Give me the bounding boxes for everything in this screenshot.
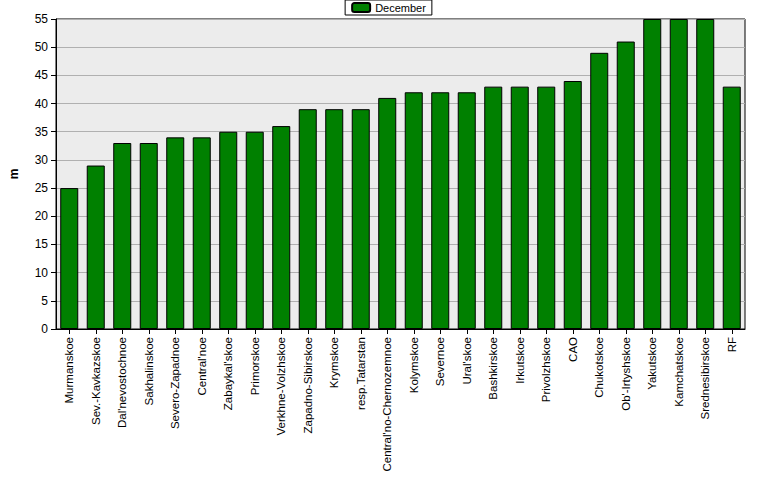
svg-text:Sev.-Kavkazskoe: Sev.-Kavkazskoe — [90, 337, 102, 425]
svg-text:m: m — [7, 169, 21, 180]
svg-text:Central'no-Chernozemnoe: Central'no-Chernozemnoe — [381, 337, 393, 472]
svg-text:Ural'skoe: Ural'skoe — [461, 337, 473, 385]
svg-text:50: 50 — [35, 40, 49, 54]
svg-text:RF: RF — [726, 337, 738, 352]
svg-text:CAO: CAO — [567, 337, 579, 362]
svg-text:Kolymskoe: Kolymskoe — [408, 337, 420, 393]
svg-text:Sakhalinskoe: Sakhalinskoe — [143, 337, 155, 405]
svg-text:30: 30 — [35, 153, 49, 167]
svg-text:Primorskoe: Primorskoe — [249, 337, 261, 395]
svg-text:Irkutskoe: Irkutskoe — [514, 337, 526, 384]
svg-text:Bashkirskoe: Bashkirskoe — [487, 337, 499, 400]
svg-text:Zapadno-Sibirskoe: Zapadno-Sibirskoe — [302, 337, 314, 434]
svg-text:15: 15 — [35, 237, 49, 251]
svg-text:Chukotskoe: Chukotskoe — [593, 337, 605, 398]
svg-text:Privolzhskoe: Privolzhskoe — [540, 337, 552, 402]
svg-text:Severnoe: Severnoe — [434, 337, 446, 386]
svg-text:25: 25 — [35, 181, 49, 195]
svg-text:40: 40 — [35, 97, 49, 111]
svg-text:Severo-Zapadnoe: Severo-Zapadnoe — [169, 337, 181, 429]
svg-text:Zabaykal'skoe: Zabaykal'skoe — [222, 337, 234, 410]
svg-text:resp.Tatarstan: resp.Tatarstan — [355, 337, 367, 410]
svg-text:35: 35 — [35, 125, 49, 139]
svg-text:Yakutskoe: Yakutskoe — [646, 337, 658, 390]
svg-text:20: 20 — [35, 209, 49, 223]
svg-text:55: 55 — [35, 12, 49, 26]
svg-text:Central'noe: Central'noe — [196, 337, 208, 395]
svg-text:Krymskoe: Krymskoe — [328, 337, 340, 388]
svg-text:Verkhne-Volzhskoe: Verkhne-Volzhskoe — [275, 337, 287, 435]
svg-text:Ob'-Irtyshskoe: Ob'-Irtyshskoe — [620, 337, 632, 411]
svg-text:December: December — [375, 2, 426, 14]
svg-text:Dal'nevostochnoe: Dal'nevostochnoe — [116, 337, 128, 428]
svg-text:10: 10 — [35, 266, 49, 280]
svg-text:Srednesibirskoe: Srednesibirskoe — [699, 337, 711, 419]
svg-text:45: 45 — [35, 68, 49, 82]
svg-text:5: 5 — [41, 294, 48, 308]
svg-text:Kamchatskoe: Kamchatskoe — [673, 337, 685, 407]
svg-text:0: 0 — [41, 322, 48, 336]
svg-text:Murmanskoe: Murmanskoe — [63, 337, 75, 403]
